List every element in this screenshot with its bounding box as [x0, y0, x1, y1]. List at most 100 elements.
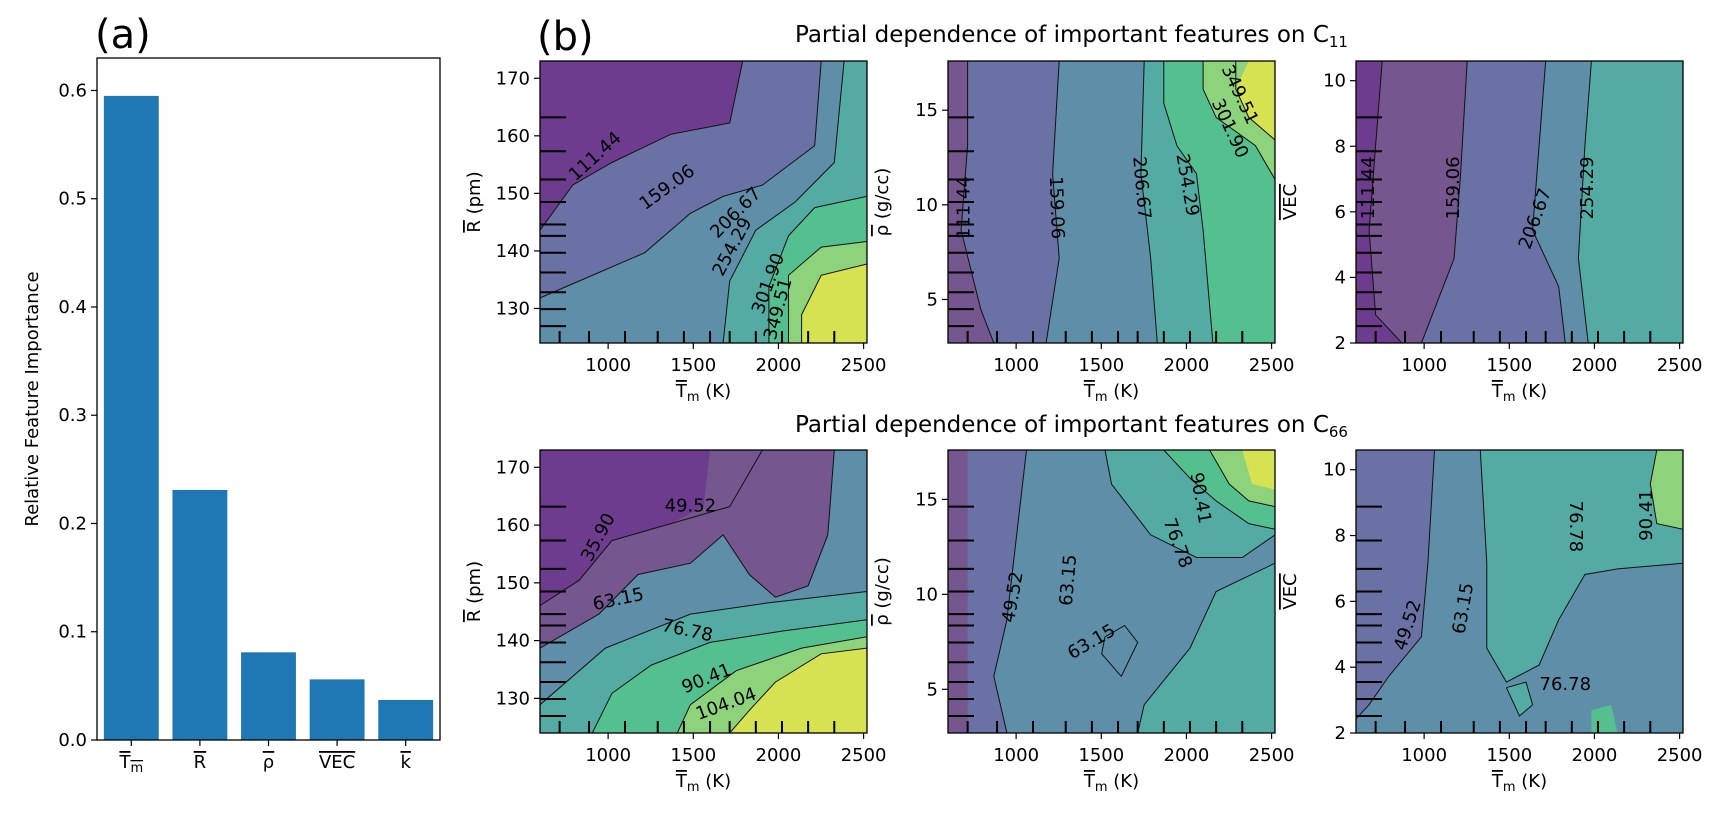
contour-line-b2-1: [1045, 61, 1060, 343]
bar-yticklabel-0: 0.0: [58, 730, 87, 751]
bar-yticklabel-6: 0.6: [58, 80, 87, 101]
contour-line-b3-2: [1532, 61, 1566, 343]
xlabel-b4: Tm (K): [675, 771, 731, 795]
xlabel-unit-b3: (K): [1516, 381, 1548, 402]
contour-label-b3-1: 159.06: [1443, 156, 1464, 219]
xlabel-sub-b2: m: [1095, 390, 1108, 405]
xticklabel-b5-2: 2000: [1164, 745, 1210, 766]
xticklabel-b4-0: 1000: [585, 745, 631, 766]
contour-line-b1-2: [722, 61, 845, 343]
yticklabel-b4-3: 160: [496, 515, 530, 536]
c66-title-sub: 66: [1329, 423, 1348, 441]
yticklabel-b1-0: 130: [496, 298, 530, 319]
contour-line-b5-4: [1137, 562, 1275, 733]
ylabel-unit-b2: (g/cc): [872, 168, 893, 225]
xlabel-base-b6: T: [1491, 771, 1504, 792]
contour-band-b6-0: [1356, 450, 1435, 719]
bar-xticklabel-0-sub: m: [130, 761, 143, 776]
bar-3: [309, 679, 365, 740]
xlabel-base-b2: T: [1083, 381, 1096, 402]
contour-fill-b3: [1356, 61, 1683, 343]
contour-label-b6-2: 76.78: [1540, 674, 1592, 695]
yticklabel-b5-1: 10: [915, 584, 938, 605]
contour-band-b3-1: [1369, 61, 1468, 343]
xlabel-base-b5: T: [1083, 771, 1096, 792]
ylabel-b2: ρ (g/cc): [872, 168, 893, 237]
xticklabel-b3-0: 1000: [1401, 355, 1447, 376]
xticklabel-b2-3: 2500: [1249, 355, 1295, 376]
contour-line-b4-5: [729, 647, 867, 733]
contour-label-b2-1: 159.06: [1045, 176, 1068, 240]
xlabel-sub-b6: m: [1503, 780, 1516, 795]
yticklabel-b6-4: 10: [1323, 460, 1346, 481]
xticklabel-b6-0: 1000: [1401, 745, 1447, 766]
bar-1: [172, 489, 228, 740]
contour-fill-b6: [1356, 450, 1683, 733]
bar-4: [378, 699, 434, 740]
xlabel-b6: Tm (K): [1491, 771, 1547, 795]
ylabel-base-b4: R: [464, 610, 485, 623]
contour-line-b1-1: [540, 61, 822, 299]
yticklabel-b2-0: 5: [927, 289, 938, 310]
xticklabel-b3-3: 2500: [1657, 355, 1703, 376]
ylabel-b4: R (pm): [464, 561, 485, 622]
xticklabel-b1-1: 1500: [670, 355, 716, 376]
contour-line-b3-1: [1420, 61, 1468, 343]
bar-yticklabel-5: 0.5: [58, 189, 87, 210]
c66-title-text: Partial dependence of important features…: [795, 412, 1329, 438]
contour-line-b4-0: [540, 450, 763, 607]
ylabel-unit-b1: (pm): [464, 171, 485, 220]
contour-frame-b6: [1355, 449, 1684, 734]
xticklabel-b3-1: 1500: [1486, 355, 1532, 376]
bar-xticklabel-3: VEC: [319, 752, 355, 773]
yticklabel-b6-0: 2: [1335, 723, 1346, 744]
contour-band-b1-0: [540, 61, 743, 231]
c11-title-sub: 11: [1329, 33, 1348, 51]
ylabel-base-b3: VEC: [1280, 184, 1301, 220]
xticklabel-b6-3: 2500: [1657, 745, 1703, 766]
contour-band-b3-3: [1578, 61, 1683, 343]
contour-frame-b2: [947, 60, 1276, 344]
contour-line-b2-4: [1202, 61, 1275, 180]
contour-line-b5-0: [993, 450, 1027, 733]
ylabel-base-b1: R: [464, 220, 485, 233]
contour-line-b1-4: [788, 241, 867, 343]
contour-line-b2-5: [1235, 61, 1275, 141]
bar-ylabel: Relative Feature Importance: [22, 271, 43, 526]
contour-band-b4-6: [729, 648, 867, 733]
contour-band-b5-5: [1242, 450, 1275, 490]
bar-yticklabel-2: 0.2: [58, 513, 87, 534]
yticklabel-b5-0: 5: [927, 679, 938, 700]
xlabel-unit-b4: (K): [700, 771, 732, 792]
contour-band-b6-1: [1480, 450, 1683, 683]
contour-band-b6-3: [1506, 682, 1533, 716]
yticklabel-b4-0: 130: [496, 688, 530, 709]
yticklabel-b4-4: 170: [496, 457, 530, 478]
contour-line-b2-2: [1140, 61, 1158, 343]
yticklabel-b5-2: 15: [915, 489, 938, 510]
ylabel-b3: VEC: [1280, 184, 1301, 220]
xlabel-unit-b6: (K): [1516, 771, 1548, 792]
xlabel-b5: Tm (K): [1083, 771, 1139, 795]
yticklabel-b3-2: 6: [1335, 202, 1346, 223]
yticklabel-b6-1: 4: [1335, 657, 1346, 678]
contour-fill-b2: [948, 61, 1275, 343]
ylabel-base-b6: VEC: [1280, 573, 1301, 609]
contour-label-b5-1: 63.15: [1056, 554, 1081, 607]
xticklabel-b1-0: 1000: [585, 355, 631, 376]
xticklabel-b5-1: 1500: [1078, 745, 1124, 766]
bar-yticklabel-3: 0.3: [58, 405, 87, 426]
contour-band-b6-2: [1650, 450, 1683, 530]
bar-0: [103, 95, 159, 740]
bar-yticklabel-1: 0.1: [58, 622, 87, 643]
xticklabel-b4-3: 2500: [841, 745, 887, 766]
xticklabel-b6-1: 1500: [1486, 745, 1532, 766]
contour-line-b5-1: [1104, 450, 1275, 558]
xlabel-base-b3: T: [1491, 381, 1504, 402]
yticklabel-b4-2: 150: [496, 573, 530, 594]
